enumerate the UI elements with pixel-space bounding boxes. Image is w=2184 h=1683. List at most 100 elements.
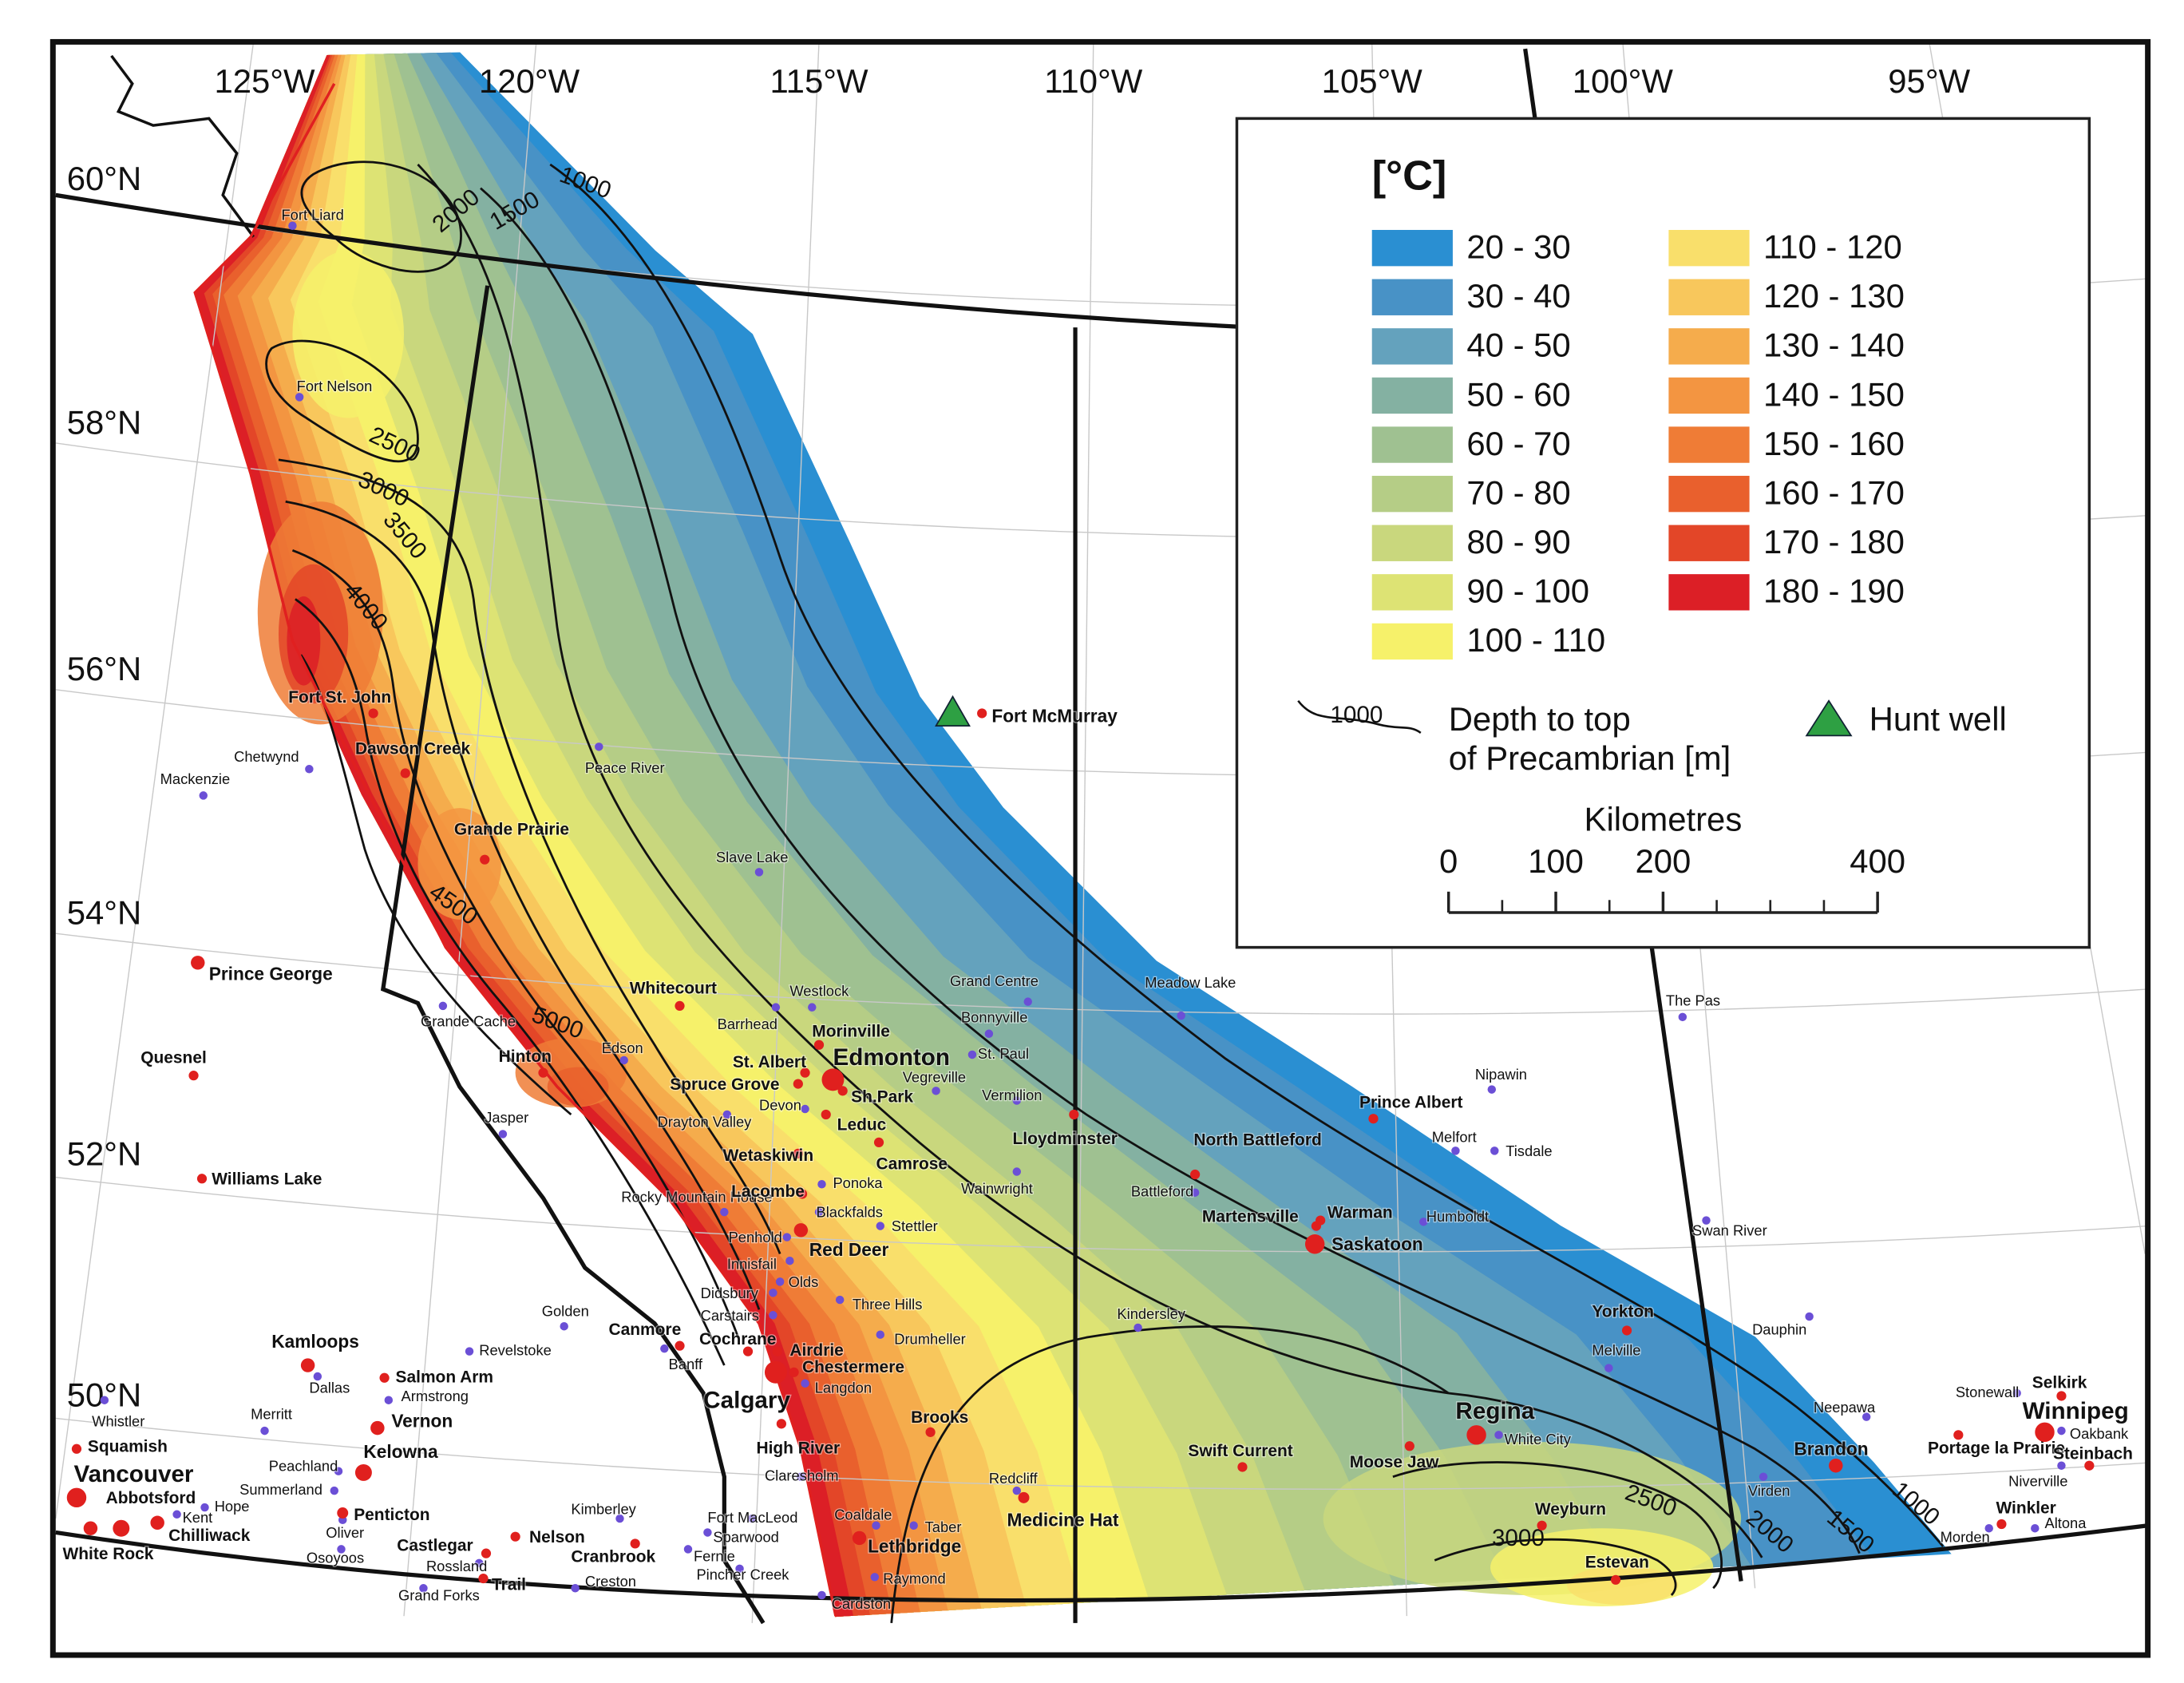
city-label: Revelstoke bbox=[479, 1341, 552, 1358]
temperature-anomaly bbox=[1567, 1566, 1679, 1606]
city-dot bbox=[438, 1001, 448, 1011]
city-label: Kindersley bbox=[1117, 1305, 1185, 1322]
city-label: Dauphin bbox=[1752, 1321, 1806, 1337]
legend-label: 20 - 30 bbox=[1466, 228, 1570, 265]
city-dot bbox=[1702, 1216, 1711, 1225]
city-dot bbox=[876, 1222, 885, 1230]
city-label: Claresholm bbox=[765, 1467, 839, 1484]
city-dot bbox=[465, 1347, 474, 1356]
city-label: Summerland bbox=[239, 1481, 322, 1498]
city-label: Tisdale bbox=[1505, 1142, 1552, 1159]
longitude-line bbox=[55, 42, 255, 1519]
latitude-label: 56°N bbox=[67, 650, 142, 687]
city-dot bbox=[384, 1396, 394, 1404]
city-label: Neepawa bbox=[1814, 1399, 1876, 1416]
city-label: Williams Lake bbox=[212, 1170, 322, 1189]
city-label: Winnipeg bbox=[2023, 1398, 2129, 1424]
city-label: Yorkton bbox=[1592, 1302, 1654, 1321]
city-label: The Pas bbox=[1666, 992, 1720, 1009]
city-dot bbox=[776, 1419, 786, 1429]
city-label: Fort McMurray bbox=[991, 706, 1118, 727]
scale-tick-label: 200 bbox=[1635, 842, 1691, 880]
city-label: Humboldt bbox=[1426, 1208, 1489, 1225]
city-dot bbox=[775, 1277, 785, 1286]
legend-swatch bbox=[1371, 525, 1453, 561]
city-dot bbox=[1368, 1114, 1379, 1124]
city-dot bbox=[419, 1584, 428, 1593]
city-dot bbox=[925, 1427, 936, 1437]
city-dot bbox=[379, 1372, 390, 1383]
city-label: Melville bbox=[1592, 1341, 1640, 1358]
city-dot bbox=[785, 1256, 794, 1265]
city-dot bbox=[932, 1087, 940, 1095]
city-dot bbox=[772, 1346, 782, 1356]
legend-label: 150 - 160 bbox=[1763, 425, 1905, 462]
legend-label: 180 - 190 bbox=[1763, 572, 1905, 610]
city-label: Brooks bbox=[911, 1408, 968, 1427]
city-label: Brandon bbox=[1794, 1439, 1868, 1459]
longitude-label: 95°W bbox=[1888, 62, 1970, 100]
city-label: Taber bbox=[925, 1519, 962, 1535]
city-dot bbox=[370, 1420, 385, 1436]
city-dot bbox=[1012, 1096, 1022, 1105]
city-label: Saskatoon bbox=[1331, 1234, 1423, 1254]
city-label: Kimberley bbox=[571, 1500, 636, 1517]
city-label: Fort Nelson bbox=[297, 378, 373, 394]
city-label: Regina bbox=[1455, 1398, 1534, 1424]
city-dot bbox=[2057, 1426, 2066, 1436]
city-label: White Rock bbox=[63, 1545, 154, 1563]
scale-tick-label: 100 bbox=[1528, 842, 1584, 880]
city-label: Penticton bbox=[354, 1506, 429, 1524]
longitude-label: 100°W bbox=[1573, 62, 1674, 100]
latitude-label: 50°N bbox=[67, 1376, 142, 1413]
city-dot bbox=[771, 1003, 781, 1012]
city-dot bbox=[288, 221, 297, 230]
city-dot bbox=[2031, 1524, 2040, 1533]
legend-label: 30 - 40 bbox=[1466, 277, 1570, 315]
city-label: Nipawin bbox=[1475, 1066, 1527, 1083]
city-label: Chetwynd bbox=[234, 748, 299, 765]
city-dot bbox=[984, 1029, 994, 1039]
city-dot bbox=[813, 1040, 825, 1050]
city-dot bbox=[742, 1346, 754, 1356]
hunt-well bbox=[935, 695, 971, 727]
legend-swatch bbox=[1668, 328, 1750, 365]
city-dot bbox=[735, 1564, 744, 1574]
city-dot bbox=[808, 1003, 817, 1012]
city-label: Whitecourt bbox=[630, 979, 717, 997]
legend-swatch bbox=[1668, 229, 1750, 267]
legend-swatch bbox=[1371, 475, 1453, 513]
city-label: Fort St. John bbox=[288, 688, 391, 707]
city-label: Lloydminster bbox=[1013, 1130, 1118, 1148]
city-dot bbox=[1304, 1234, 1325, 1254]
city-label: Niverville bbox=[2008, 1472, 2067, 1489]
city-label: Altona bbox=[2045, 1515, 2087, 1531]
city-dot bbox=[1621, 1325, 1632, 1336]
city-label: Hope bbox=[215, 1498, 250, 1515]
city-label: Canmore bbox=[609, 1321, 682, 1339]
city-dot bbox=[1953, 1430, 1964, 1440]
legend-swatch bbox=[1371, 426, 1453, 463]
well-legend-text: Hunt well bbox=[1869, 700, 2007, 738]
legend-swatch bbox=[1668, 525, 1750, 561]
city-label: Kamloops bbox=[271, 1331, 359, 1352]
city-dot bbox=[1190, 1188, 1200, 1197]
contour-sample-label: 1000 bbox=[1330, 702, 1383, 728]
map-frame bbox=[49, 38, 2151, 1658]
city-dot bbox=[337, 1507, 349, 1519]
city-dot bbox=[817, 1180, 826, 1189]
city-dot bbox=[909, 1521, 918, 1530]
longitude-label: 120°W bbox=[479, 62, 580, 100]
latitude-label: 58°N bbox=[67, 403, 142, 441]
city-dot bbox=[1012, 1486, 1022, 1495]
city-label: Devon bbox=[759, 1096, 801, 1113]
city-label: Oliver bbox=[326, 1524, 364, 1541]
city-dot bbox=[977, 708, 987, 719]
city-dot bbox=[150, 1515, 164, 1530]
city-label: Morden bbox=[1941, 1528, 1990, 1545]
city-dot bbox=[188, 1071, 199, 1081]
city-label: Carstairs bbox=[701, 1307, 759, 1324]
city-dot bbox=[1404, 1441, 1414, 1451]
city-dot bbox=[967, 1050, 977, 1059]
legend-swatch bbox=[1371, 377, 1453, 414]
